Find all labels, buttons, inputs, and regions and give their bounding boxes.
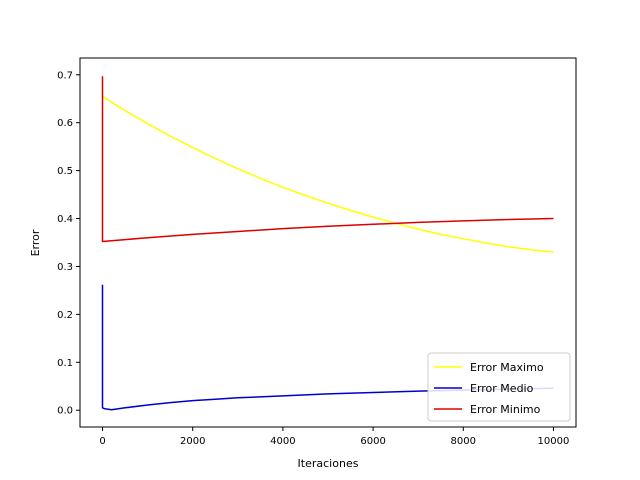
series-line-0 <box>102 95 554 253</box>
y-tick-label: 0.4 <box>57 214 73 225</box>
legend-label-1: Error Medio <box>470 382 534 395</box>
y-tick-label: 0.0 <box>57 406 73 417</box>
x-tick-label: 8000 <box>451 436 476 447</box>
x-tick-label: 2000 <box>180 436 205 447</box>
legend-box <box>427 352 571 422</box>
y-axis: 0.0 0.1 0.2 0.3 0.4 0.5 0.6 0.7 <box>57 70 80 417</box>
series-line-2 <box>101 76 554 243</box>
x-tick-label: 6000 <box>360 436 385 447</box>
plot-frame <box>79 57 577 428</box>
x-axis-label: Iteraciones <box>298 457 359 470</box>
y-tick-label: 0.3 <box>57 262 73 273</box>
y-tick-label: 0.6 <box>57 118 73 129</box>
y-tick-label: 0.1 <box>57 358 73 369</box>
legend-label-0: Error Maximo <box>470 361 544 374</box>
x-tick-label: 4000 <box>270 436 295 447</box>
y-tick-label: 0.7 <box>57 70 73 81</box>
legend: Error Maximo Error Medio Error Minimo <box>427 352 571 422</box>
x-tick-label: 10000 <box>538 436 570 447</box>
y-tick-label: 0.2 <box>57 310 73 321</box>
legend-label-2: Error Minimo <box>470 403 541 416</box>
y-tick-label: 0.5 <box>57 166 73 177</box>
y-axis-label: Error <box>29 229 42 256</box>
x-tick-label: 0 <box>99 436 105 447</box>
x-axis: 0 2000 4000 6000 8000 10000 <box>99 427 569 447</box>
